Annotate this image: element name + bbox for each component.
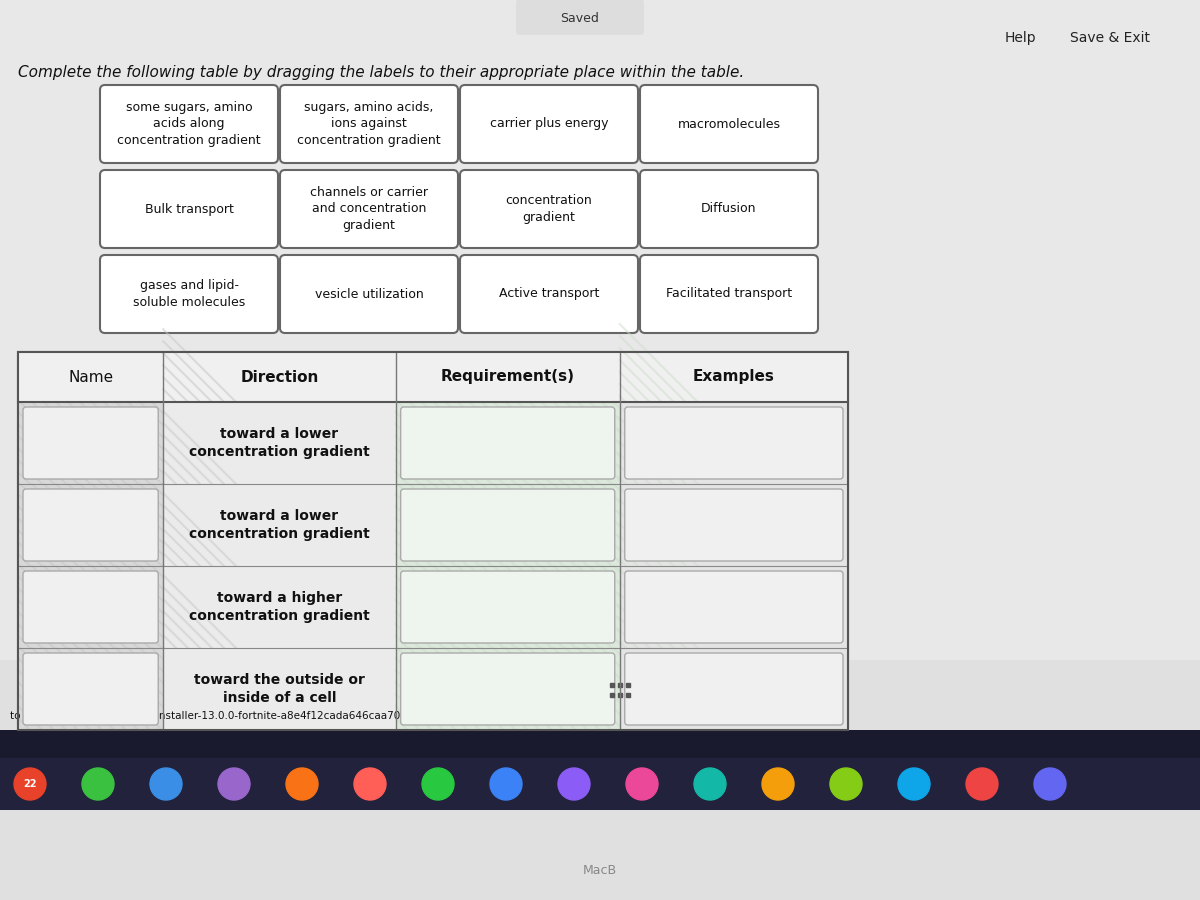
Bar: [396, 648, 619, 730]
Text: 22: 22: [23, 779, 37, 789]
Text: toward a higher
concentration gradient: toward a higher concentration gradient: [190, 590, 370, 623]
Text: gases and lipid-
soluble molecules: gases and lipid- soluble molecules: [133, 279, 245, 309]
Bar: [396, 402, 619, 484]
Bar: [163, 402, 396, 484]
Text: 5 of 15: 5 of 15: [544, 682, 596, 698]
Text: some sugars, amino
acids along
concentration gradient: some sugars, amino acids along concentra…: [118, 101, 260, 147]
FancyBboxPatch shape: [23, 653, 158, 725]
Bar: [18, 352, 848, 402]
Circle shape: [286, 768, 318, 800]
Circle shape: [150, 768, 182, 800]
Text: Saved: Saved: [560, 13, 600, 25]
Text: vesicle utilization: vesicle utilization: [314, 287, 424, 301]
Circle shape: [898, 768, 930, 800]
Bar: [0, 730, 1200, 810]
Text: Save & Exit: Save & Exit: [1070, 31, 1150, 45]
Text: to open the document "Epicinstaller-13.0.0-fortnite-a8e4f12cada646caa706d8be407b: to open the document "Epicinstaller-13.0…: [10, 711, 530, 721]
FancyBboxPatch shape: [625, 571, 842, 643]
FancyBboxPatch shape: [280, 170, 458, 248]
Text: sugars, amino acids,
ions against
concentration gradient: sugars, amino acids, ions against concen…: [298, 101, 440, 147]
Text: Direction: Direction: [240, 370, 319, 384]
FancyBboxPatch shape: [460, 255, 638, 333]
Text: Complete the following table by dragging the labels to their appropriate place w: Complete the following table by dragging…: [18, 65, 744, 79]
Text: Next ›: Next ›: [656, 682, 703, 698]
Bar: [619, 648, 848, 730]
Circle shape: [354, 768, 386, 800]
FancyBboxPatch shape: [640, 85, 818, 163]
Text: Diffusion: Diffusion: [701, 202, 757, 215]
Bar: [0, 758, 1200, 810]
FancyBboxPatch shape: [401, 407, 614, 479]
Text: concentration
gradient: concentration gradient: [505, 194, 593, 224]
Bar: [619, 402, 848, 484]
Bar: [18, 648, 163, 730]
FancyBboxPatch shape: [401, 653, 614, 725]
FancyBboxPatch shape: [23, 571, 158, 643]
FancyBboxPatch shape: [23, 489, 158, 561]
Text: macromolecules: macromolecules: [678, 118, 780, 130]
Text: Help: Help: [1004, 31, 1036, 45]
Text: MacB: MacB: [583, 863, 617, 877]
Bar: [18, 566, 163, 648]
Circle shape: [694, 768, 726, 800]
FancyBboxPatch shape: [460, 170, 638, 248]
FancyBboxPatch shape: [625, 407, 842, 479]
Bar: [163, 566, 396, 648]
Bar: [619, 566, 848, 648]
Bar: [163, 648, 396, 730]
FancyBboxPatch shape: [625, 653, 842, 725]
Circle shape: [490, 768, 522, 800]
Bar: [619, 484, 848, 566]
Text: Facilitated transport: Facilitated transport: [666, 287, 792, 301]
FancyBboxPatch shape: [401, 489, 614, 561]
FancyBboxPatch shape: [401, 571, 614, 643]
FancyBboxPatch shape: [640, 170, 818, 248]
FancyBboxPatch shape: [100, 85, 278, 163]
FancyBboxPatch shape: [100, 255, 278, 333]
Text: toward a lower
concentration gradient: toward a lower concentration gradient: [190, 508, 370, 541]
Circle shape: [558, 768, 590, 800]
Circle shape: [218, 768, 250, 800]
Bar: [396, 484, 619, 566]
Bar: [396, 566, 619, 648]
FancyBboxPatch shape: [280, 255, 458, 333]
Bar: [18, 352, 848, 730]
Circle shape: [14, 768, 46, 800]
Circle shape: [1034, 768, 1066, 800]
Bar: [18, 352, 848, 730]
FancyBboxPatch shape: [640, 255, 818, 333]
Text: Requirement(s): Requirement(s): [440, 370, 575, 384]
Circle shape: [422, 768, 454, 800]
Circle shape: [762, 768, 794, 800]
Text: Examples: Examples: [692, 370, 775, 384]
FancyBboxPatch shape: [516, 0, 644, 35]
Bar: [163, 484, 396, 566]
Circle shape: [626, 768, 658, 800]
Bar: [18, 484, 163, 566]
Circle shape: [82, 768, 114, 800]
Text: carrier plus energy: carrier plus energy: [490, 118, 608, 130]
FancyBboxPatch shape: [625, 489, 842, 561]
FancyBboxPatch shape: [280, 85, 458, 163]
FancyBboxPatch shape: [23, 407, 158, 479]
Text: Active transport: Active transport: [499, 287, 599, 301]
Text: Name: Name: [68, 370, 113, 384]
FancyBboxPatch shape: [460, 85, 638, 163]
Bar: [18, 402, 163, 484]
Circle shape: [966, 768, 998, 800]
Text: toward a lower
concentration gradient: toward a lower concentration gradient: [190, 427, 370, 459]
Text: channels or carrier
and concentration
gradient: channels or carrier and concentration gr…: [310, 186, 428, 232]
Text: ‹ Prev: ‹ Prev: [468, 682, 512, 698]
FancyBboxPatch shape: [100, 170, 278, 248]
Circle shape: [830, 768, 862, 800]
Text: Bulk transport: Bulk transport: [144, 202, 234, 215]
Text: toward the outside or
inside of a cell: toward the outside or inside of a cell: [194, 673, 365, 706]
Bar: [0, 0, 1200, 660]
